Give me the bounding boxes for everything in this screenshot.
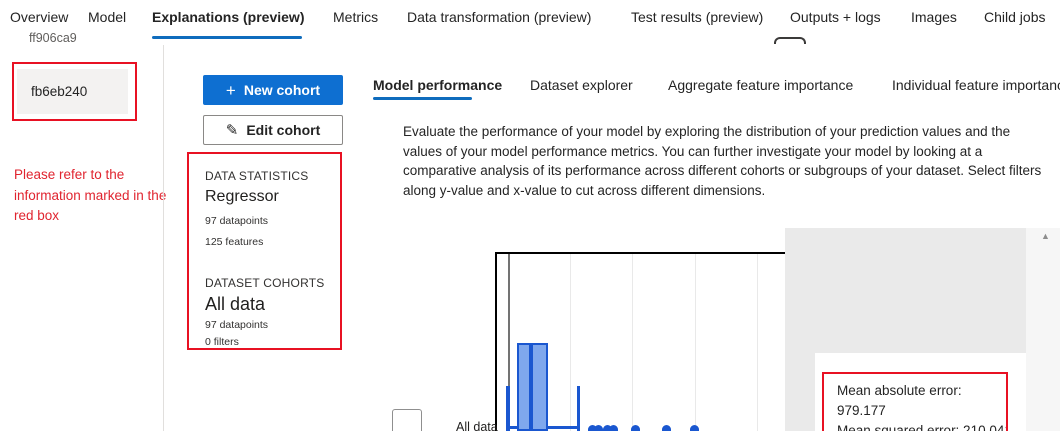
tab-aggregate-feature-importance[interactable]: Aggregate feature importance <box>668 77 854 93</box>
histogram-spike <box>506 386 510 431</box>
dataset-cohorts-title: DATASET COHORTS <box>205 276 325 290</box>
histogram-bar <box>531 343 548 431</box>
data-statistics-title: DATA STATISTICS <box>205 169 309 183</box>
tab-images[interactable]: Images <box>911 9 957 25</box>
gridline <box>570 254 571 431</box>
annotation-note: Please refer to the information marked i… <box>14 167 167 223</box>
datapoints-count: 97 datapoints <box>205 215 269 227</box>
scrollbar-track[interactable] <box>1026 228 1060 431</box>
histogram-spike <box>577 386 580 431</box>
tab-explanations[interactable]: Explanations (preview) <box>152 9 305 25</box>
histogram-baseline <box>548 426 577 429</box>
cohort-filters: 0 filters <box>205 336 239 348</box>
histogram-bar <box>517 343 531 431</box>
annotation-red-box-run <box>12 62 137 121</box>
panel-toggle-handle[interactable] <box>774 37 806 44</box>
plot-top-border <box>495 252 786 254</box>
tab-data-transformation[interactable]: Data transformation (preview) <box>407 9 592 25</box>
edit-cohort-label: Edit cohort <box>246 122 321 138</box>
model-performance-description: Evaluate the performance of your model b… <box>403 124 1042 198</box>
pencil-icon: ✎ <box>225 121 239 139</box>
tab-outputs-logs[interactable]: Outputs + logs <box>790 9 881 25</box>
gridline <box>757 254 758 431</box>
tab-model[interactable]: Model <box>88 9 127 25</box>
new-cohort-label: New cohort <box>243 82 321 98</box>
tab-individual-feature-importance[interactable]: Individual feature importance <box>892 77 1060 93</box>
vertical-divider <box>163 45 164 431</box>
active-tab-underline <box>152 36 302 39</box>
plot-y-axis <box>495 252 497 431</box>
tab-model-performance[interactable]: Model performance <box>373 77 503 93</box>
scroll-up-icon[interactable]: ▲ <box>1041 231 1050 241</box>
tab-child-jobs[interactable]: Child jobs <box>984 9 1046 25</box>
data-point <box>594 425 603 431</box>
mae-value: 979.177 <box>837 403 886 418</box>
new-cohort-button[interactable]: + New cohort <box>203 75 343 105</box>
edit-cohort-button[interactable]: ✎ Edit cohort <box>203 115 343 145</box>
plus-icon: + <box>225 80 236 100</box>
reference-line <box>508 254 510 412</box>
model-type: Regressor <box>205 188 279 205</box>
data-point <box>609 425 618 431</box>
gridline <box>695 254 696 431</box>
tab-overview[interactable]: Overview <box>10 9 69 25</box>
data-point <box>690 425 699 431</box>
annotation-red-box-statistics: DATA STATISTICS Regressor 97 datapoints … <box>187 152 342 350</box>
mse-line: Mean squared error: 210,041 <box>837 423 1008 431</box>
data-point <box>588 425 597 431</box>
active-dashboard-tab-underline <box>373 97 472 100</box>
data-point <box>631 425 640 431</box>
tab-metrics[interactable]: Metrics <box>333 9 379 25</box>
run-item-selected[interactable]: fb6eb240 <box>17 69 128 114</box>
data-point <box>662 425 671 431</box>
gridline <box>632 254 633 431</box>
tab-dataset-explorer[interactable]: Dataset explorer <box>530 77 633 93</box>
cohort-legend-label: All data <box>456 420 498 431</box>
cohort-name: All data <box>205 294 266 314</box>
mae-label: Mean absolute error: <box>837 383 962 398</box>
tab-test-results[interactable]: Test results (preview) <box>631 9 764 25</box>
annotation-red-box-metrics: Mean absolute error: 979.177 Mean square… <box>822 372 1008 431</box>
cohort-legend-checkbox[interactable] <box>392 409 422 431</box>
cohort-datapoints: 97 datapoints <box>205 319 269 331</box>
features-count: 125 features <box>205 236 264 248</box>
data-point <box>603 425 612 431</box>
histogram-baseline <box>510 426 517 429</box>
run-item-parent[interactable]: ff906ca9 <box>29 31 77 45</box>
